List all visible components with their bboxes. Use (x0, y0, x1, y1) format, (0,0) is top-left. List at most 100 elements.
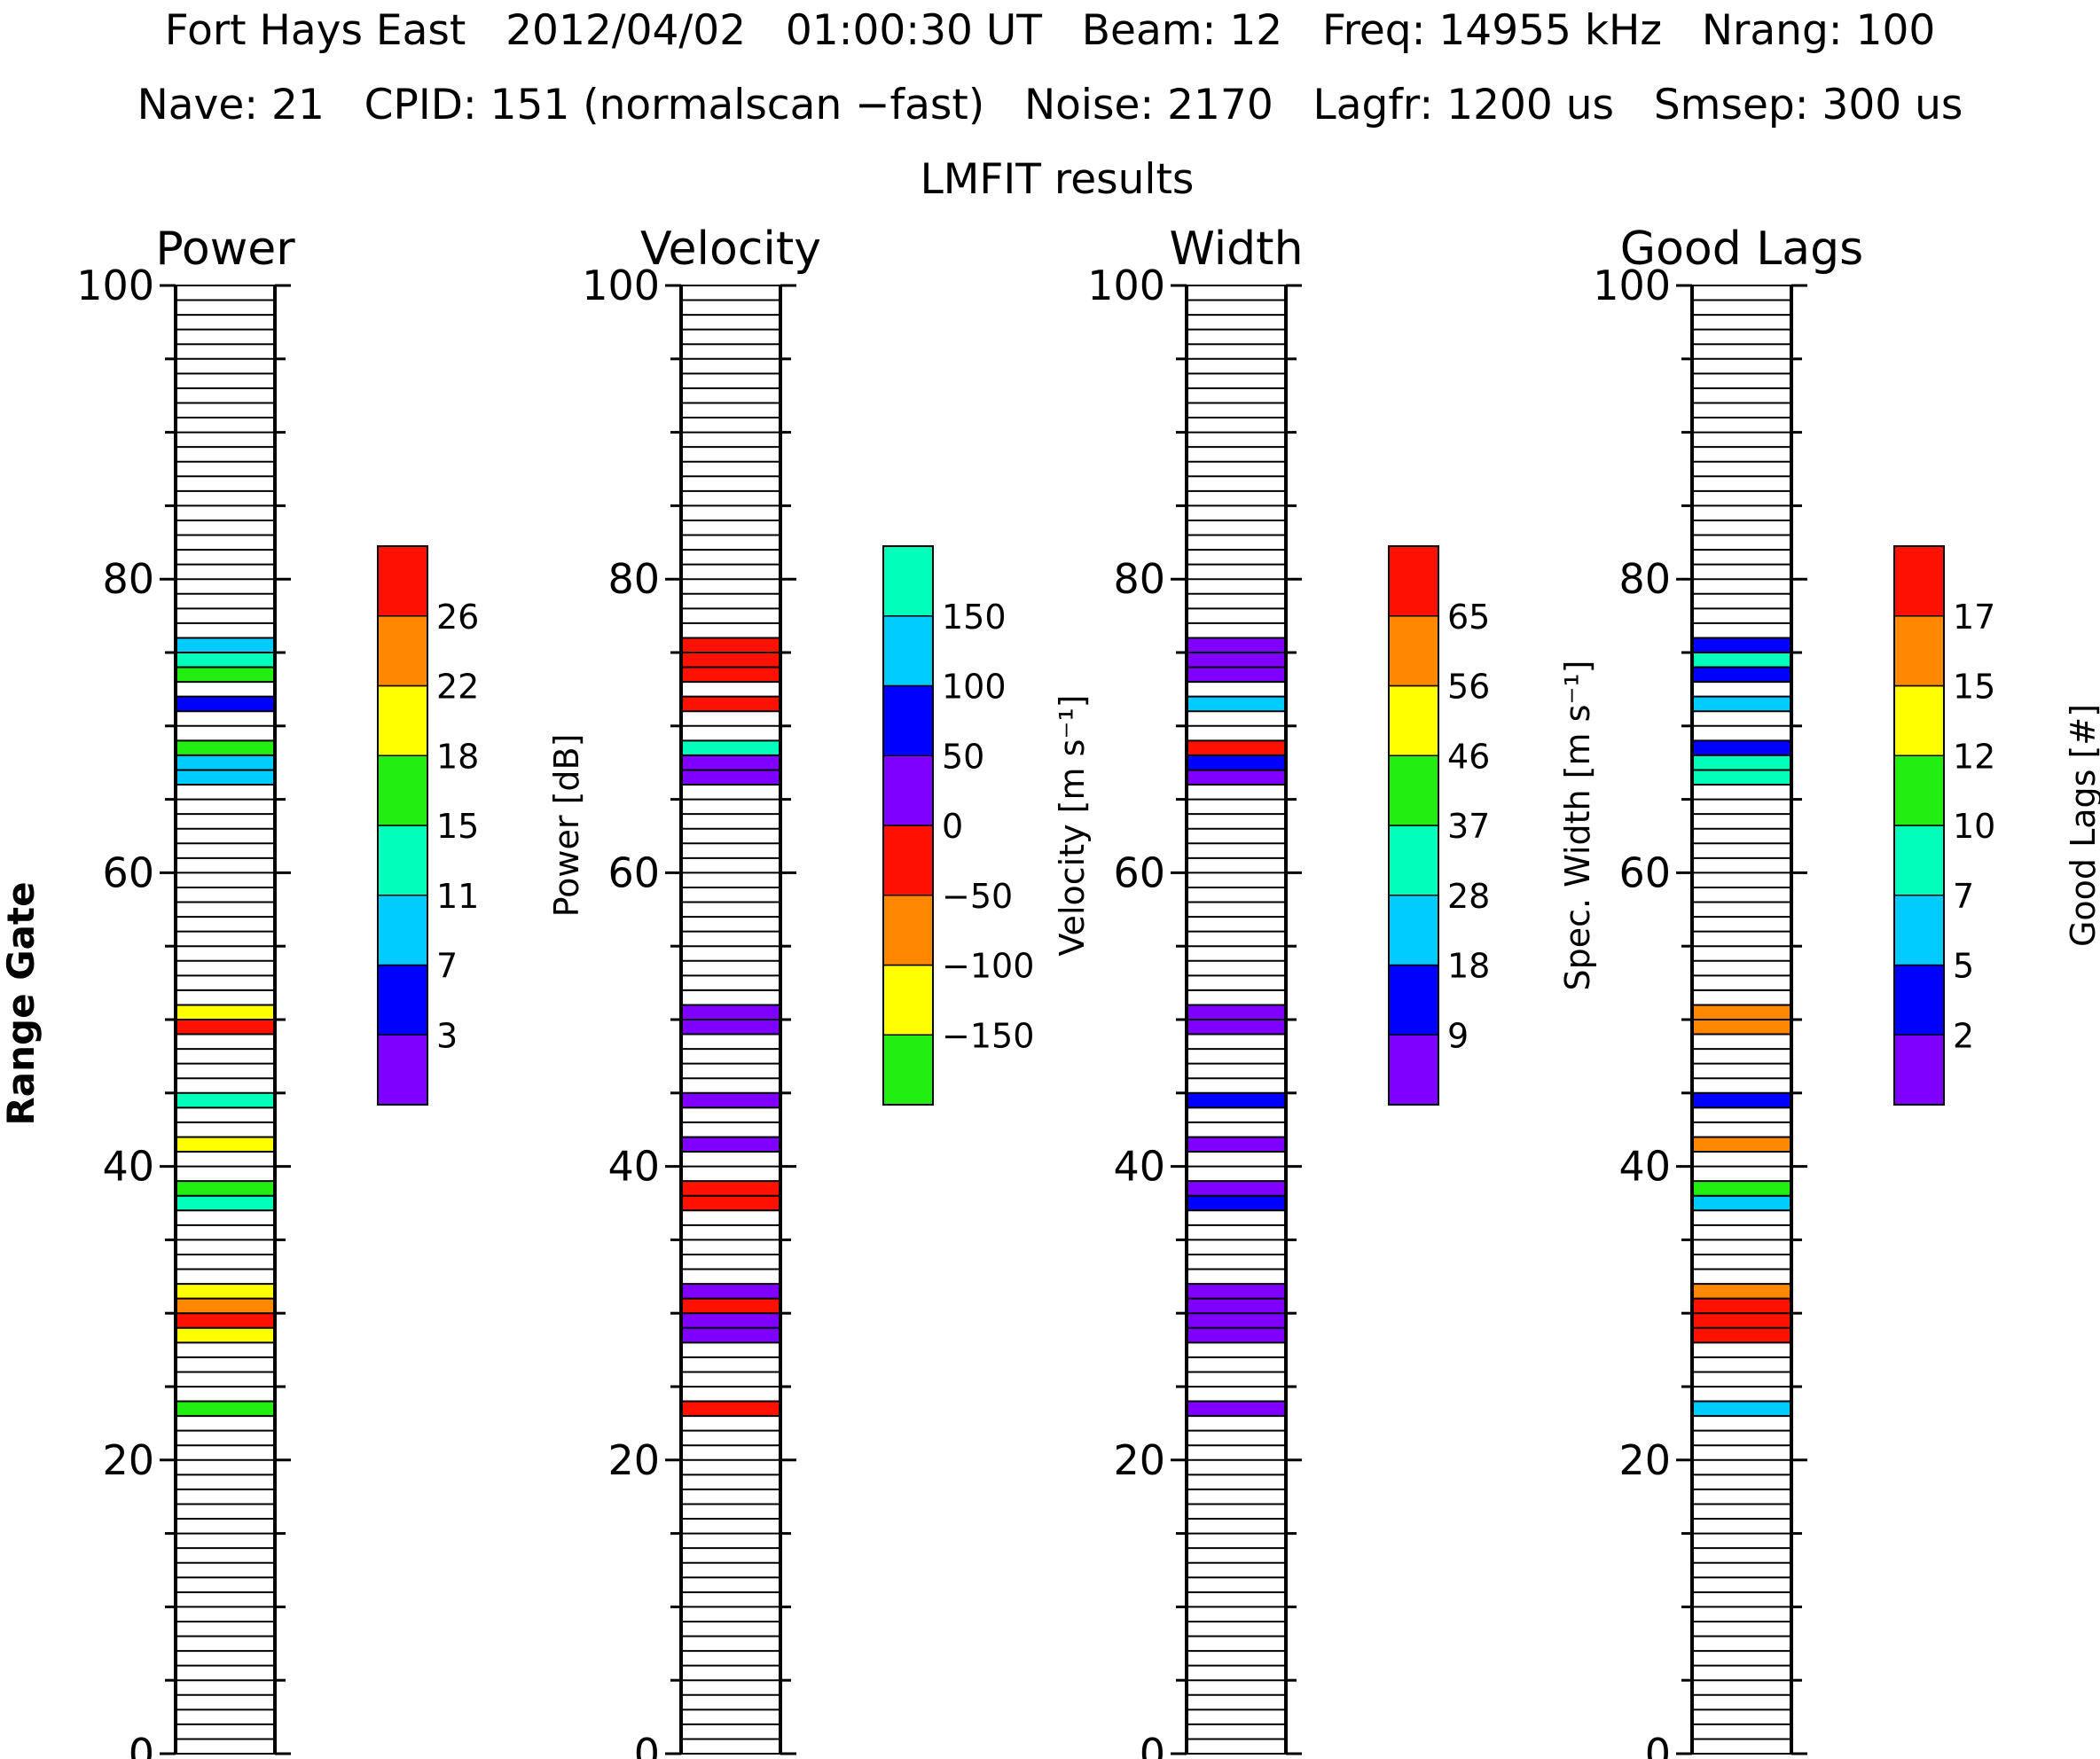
colorbar-tick-label: 15 (436, 807, 479, 846)
gate-cell (1692, 1092, 1791, 1108)
colorbar-segment (1388, 964, 1439, 1036)
colorbar-segment (1893, 895, 1945, 966)
gate-cell (1187, 1005, 1286, 1020)
gate-cell (1187, 637, 1286, 653)
gate-cell (681, 1005, 780, 1020)
colorbar-tick-label: 50 (942, 737, 984, 776)
y-tick-label: 20 (1618, 1436, 1671, 1484)
gate-cell (176, 653, 275, 668)
colorbar-tick-label: 56 (1447, 668, 1490, 707)
gate-cell (176, 667, 275, 683)
gate-cell (1692, 1020, 1791, 1035)
y-tick-label: 40 (1618, 1143, 1671, 1191)
gate-cell (681, 637, 780, 653)
header-line-1: Fort Hays East 2012/04/02 01:00:30 UT Be… (165, 6, 1936, 55)
gate-cell (1692, 1137, 1791, 1153)
y-tick-label: 80 (607, 555, 660, 603)
gate-cell (681, 1020, 780, 1035)
colorbar-segment (882, 684, 934, 756)
colorbar-segment (882, 545, 934, 617)
colorbar-label: Good Lags [#] (2064, 704, 2100, 947)
header-line-2: Nave: 21 CPID: 151 (normalscan −fast) No… (137, 81, 1963, 129)
colorbar-frame (377, 545, 428, 1106)
gate-cell (681, 1327, 780, 1343)
colorbar-frame (882, 545, 934, 1106)
colorbar-segment (377, 825, 428, 896)
colorbar-tick-label: 18 (1447, 947, 1490, 986)
colorbar-segment (1893, 754, 1945, 826)
gate-cell (681, 653, 780, 668)
colorbar-frame (1388, 545, 1439, 1106)
gate-cell (681, 1137, 780, 1153)
gate-cell (681, 1092, 780, 1108)
colorbar-segment (882, 964, 934, 1036)
y-axis-label: Range Gate (0, 881, 43, 1125)
gate-cell (176, 696, 275, 712)
gate-cell (681, 1181, 780, 1196)
colorbar-segment (1388, 825, 1439, 896)
y-tick-label: 100 (76, 262, 154, 309)
gate-cell (1692, 667, 1791, 683)
y-tick-label: 60 (607, 848, 660, 896)
colorbar-segment (1893, 964, 1945, 1036)
colorbar-tick-label: −150 (942, 1016, 1034, 1055)
gate-cell (176, 1313, 275, 1328)
colorbar-label: Power [dB] (547, 734, 586, 918)
gate-cell (176, 1181, 275, 1196)
colorbar-segment (1893, 1034, 1945, 1106)
gate-cell (1692, 1298, 1791, 1314)
gate-cell (681, 740, 780, 755)
y-tick-label: 40 (607, 1143, 660, 1191)
colorbar-segment (1388, 895, 1439, 966)
panel-1: Power 0 20 40 60 80 100 3 7 11 15 18 22 26 Power [dB] (76, 223, 586, 1759)
gate-cell (681, 1298, 780, 1314)
y-tick-label: 100 (1593, 262, 1671, 309)
colorbar-segment (1388, 754, 1439, 826)
colorbar-segment (1893, 684, 1945, 756)
gate-cell (1692, 770, 1791, 786)
colorbar-segment (882, 754, 934, 826)
gate-cell (1692, 754, 1791, 770)
y-tick-label: 20 (1113, 1436, 1165, 1484)
colorbar-label: Spec. Width [m s⁻¹] (1558, 661, 1597, 991)
y-tick-label: 0 (1645, 1730, 1671, 1759)
gate-cell (681, 1195, 780, 1211)
gate-cell (176, 1137, 275, 1153)
colorbar-tick-label: 22 (436, 668, 479, 707)
colorbar-tick-label: −100 (942, 947, 1034, 986)
gate-cell (176, 1284, 275, 1299)
panel-title: Good Lags (1620, 223, 1863, 276)
colorbar-segment (882, 825, 934, 896)
colorbar-segment (882, 895, 934, 966)
gate-cell (1692, 653, 1791, 668)
gate-cell (1187, 1284, 1286, 1299)
gate-cell (1692, 1284, 1791, 1299)
colorbar-segment (1893, 545, 1945, 617)
gate-cell (1692, 1401, 1791, 1417)
colorbar-segment (1388, 615, 1439, 687)
gate-cell (1187, 1195, 1286, 1211)
gate-cell (1692, 637, 1791, 653)
y-tick-label: 100 (582, 262, 660, 309)
colorbar-segment (1893, 825, 1945, 896)
gate-cell (176, 1020, 275, 1035)
y-tick-label: 20 (607, 1436, 660, 1484)
y-tick-label: 40 (1113, 1143, 1165, 1191)
y-tick-label: 0 (129, 1730, 154, 1759)
gate-cell (176, 1005, 275, 1020)
colorbar-tick-label: 7 (1953, 877, 1974, 916)
gate-cell (681, 770, 780, 786)
colorbar-segment (377, 964, 428, 1036)
colorbar-segment (1388, 545, 1439, 617)
colorbar-segment (377, 684, 428, 756)
colorbar-segment (1893, 615, 1945, 687)
y-tick-label: 80 (1618, 555, 1671, 603)
colorbar-segment (377, 754, 428, 826)
panel-3: Width 0 20 40 60 80 100 9 18 28 37 46 56 65 Spec. Widt… (1087, 223, 1597, 1759)
colorbar-tick-label: 150 (942, 598, 1007, 637)
colorbar-tick-label: 10 (1953, 807, 1995, 846)
colorbar-frame (1893, 545, 1945, 1106)
gate-cell (681, 1401, 780, 1417)
colorbar-segment (882, 615, 934, 687)
